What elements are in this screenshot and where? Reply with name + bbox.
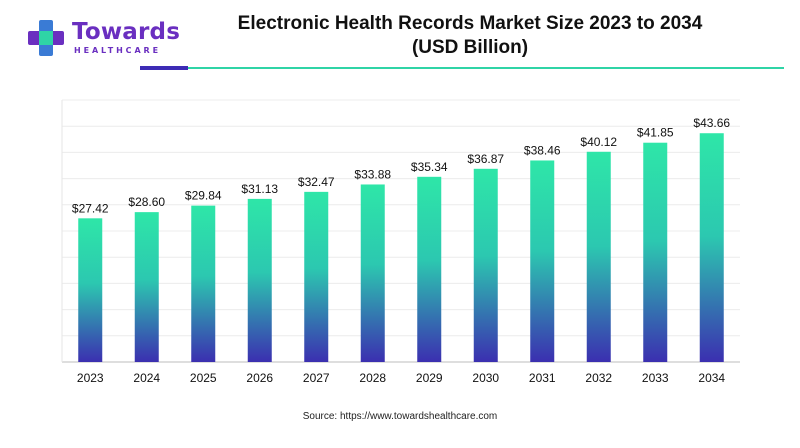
x-tick-2033: 2033 (642, 371, 669, 385)
value-label-2030: $36.87 (467, 152, 504, 166)
brand-tagline: HEALTHCARE (74, 46, 161, 55)
x-tick-2026: 2026 (246, 371, 273, 385)
chart-gridlines (61, 99, 740, 363)
value-label-2023: $27.42 (72, 201, 109, 215)
value-label-2024: $28.60 (128, 195, 165, 209)
chart-title: Electronic Health Records Market Size 20… (190, 12, 750, 60)
x-tick-2031: 2031 (529, 371, 556, 385)
chart-x-ticks: 2023 2024 2025 2026 2027 2028 2029 2030 2031 2032… (77, 371, 726, 385)
bar-2030 (473, 168, 498, 362)
x-tick-2025: 2025 (190, 371, 217, 385)
bar-2028 (360, 184, 385, 362)
bar-2033 (643, 142, 668, 362)
bar-chart: $27.42 $28.60 $29.84 $31.13 $32.47 $33.88 $35.… (61, 99, 740, 385)
medical-cross-icon (28, 20, 64, 56)
x-tick-2023: 2023 (77, 371, 104, 385)
value-label-2033: $41.85 (637, 126, 674, 140)
bar-2031 (530, 160, 555, 362)
x-tick-2024: 2024 (133, 371, 160, 385)
value-label-2027: $32.47 (298, 175, 335, 189)
x-tick-2034: 2034 (698, 371, 725, 385)
value-label-2025: $29.84 (185, 189, 222, 203)
x-tick-2029: 2029 (416, 371, 443, 385)
bar-2029 (417, 176, 442, 362)
header-rule-accent (140, 66, 188, 70)
bar-2025 (191, 205, 216, 362)
value-label-2031: $38.46 (524, 143, 561, 157)
chart-value-labels: $27.42 $28.60 $29.84 $31.13 $32.47 $33.88 $35.… (72, 116, 731, 215)
value-label-2026: $31.13 (241, 182, 278, 196)
value-label-2029: $35.34 (411, 160, 448, 174)
value-label-2034: $43.66 (693, 116, 730, 130)
x-tick-2032: 2032 (585, 371, 612, 385)
value-label-2032: $40.12 (580, 135, 617, 149)
value-label-2028: $33.88 (354, 167, 391, 181)
header-rule (188, 67, 784, 69)
bar-2026 (247, 198, 272, 362)
bar-2023 (78, 218, 103, 362)
brand-name: Towards (72, 19, 181, 45)
bar-2034 (699, 133, 724, 362)
x-tick-2027: 2027 (303, 371, 330, 385)
chart-bars (78, 133, 724, 362)
bar-2032 (586, 151, 611, 362)
bar-2027 (304, 191, 329, 362)
x-tick-2028: 2028 (359, 371, 386, 385)
bar-2024 (134, 212, 159, 362)
chart-title-line2: (USD Billion) (411, 37, 529, 58)
chart-title-line1: Electronic Health Records Market Size 20… (237, 13, 703, 34)
brand-logo: Towards HEALTHCARE (26, 16, 180, 60)
source-note: Source: https://www.towardshealthcare.co… (302, 411, 498, 422)
x-tick-2030: 2030 (472, 371, 499, 385)
